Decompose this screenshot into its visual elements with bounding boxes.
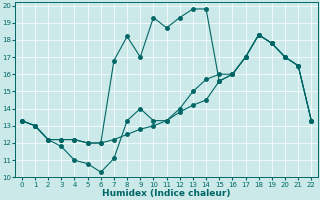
X-axis label: Humidex (Indice chaleur): Humidex (Indice chaleur) — [102, 189, 231, 198]
